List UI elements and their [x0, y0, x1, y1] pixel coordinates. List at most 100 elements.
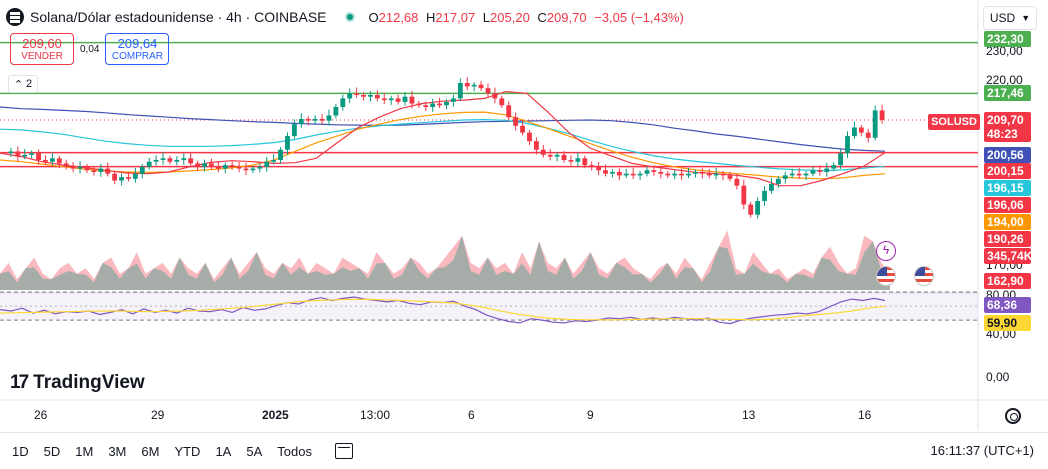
price-tag-low: 190,26	[984, 231, 1031, 247]
candle	[395, 98, 401, 102]
candle	[810, 170, 816, 174]
tradingview-mark-icon: 17	[10, 372, 29, 393]
time-tick: 2025	[262, 408, 289, 422]
candle	[852, 127, 857, 137]
symbol-tag: SOLUSD	[928, 114, 980, 130]
candle	[623, 173, 629, 176]
range-1a-button[interactable]: 1A	[215, 443, 232, 459]
symbol-title[interactable]: Solana/Dólar estadounidense · 4h · COINB…	[30, 9, 327, 25]
candle	[91, 170, 97, 172]
buy-button[interactable]: 209,64 COMPRAR	[105, 33, 170, 65]
rsi-value-tag: 68,36	[984, 297, 1031, 313]
gear-icon[interactable]	[1005, 408, 1021, 424]
candle	[354, 93, 360, 95]
range-6m-button[interactable]: 6M	[141, 443, 160, 459]
time-tick: 29	[151, 408, 165, 422]
time-tick: 9	[587, 408, 594, 422]
candle	[243, 168, 249, 171]
candle	[250, 168, 256, 171]
candle	[423, 105, 429, 107]
candle	[769, 183, 774, 191]
candle	[457, 83, 463, 99]
lightning-icon[interactable]: ϟ	[876, 241, 896, 261]
candle	[368, 95, 373, 97]
candle	[202, 163, 207, 167]
candle	[845, 136, 850, 154]
candle	[547, 154, 553, 157]
candle	[271, 160, 277, 162]
ma-long-line	[0, 106, 886, 152]
candle	[720, 173, 726, 176]
candle	[796, 173, 802, 176]
candle	[789, 173, 795, 176]
chevron-up-icon: ⌃	[13, 78, 24, 91]
range-ytd-button[interactable]: YTD	[174, 443, 201, 459]
trade-panel: 209,60 VENDER 0,04 209,64 COMPRAR	[10, 33, 170, 65]
range-1m-button[interactable]: 1M	[75, 443, 94, 459]
candle	[568, 160, 574, 162]
candle	[188, 158, 194, 164]
candle	[319, 118, 325, 121]
candle	[146, 161, 152, 167]
candle	[699, 171, 705, 174]
us-flag-event-icon[interactable]	[876, 266, 896, 286]
candle	[679, 173, 684, 176]
candle	[575, 158, 581, 162]
candle	[132, 173, 138, 179]
price-change: −3,05 (−1,43%)	[594, 9, 684, 25]
candle	[533, 141, 539, 150]
candle	[561, 154, 567, 160]
range-1d-button[interactable]: 1D	[12, 443, 29, 459]
candle	[520, 125, 525, 133]
ohlc-values: O212,68 H217,07 L205,20 C209,70 −3,05 (−…	[368, 9, 684, 25]
price-tag-line-support: 196,06	[984, 197, 1031, 213]
time-tick: 13:00	[360, 408, 391, 422]
candle	[56, 158, 62, 164]
tradingview-logo[interactable]: 17 TradingView	[10, 372, 145, 393]
clock[interactable]: 16:11:37 (UTC+1)	[930, 443, 1034, 458]
candle	[22, 154, 28, 157]
candle	[471, 84, 477, 87]
candle	[706, 173, 712, 176]
range-5a-button[interactable]: 5A	[246, 443, 263, 459]
sell-button[interactable]: 209,60 VENDER	[10, 33, 74, 65]
time-tick: 26	[34, 408, 48, 422]
time-tick: 13	[742, 408, 756, 422]
candle	[416, 103, 422, 106]
candle	[437, 103, 443, 106]
candle	[651, 170, 657, 172]
time-tick: 16	[858, 408, 872, 422]
price-chart[interactable]	[0, 0, 1048, 430]
candle	[478, 84, 484, 89]
range-3m-button[interactable]: 3M	[108, 443, 127, 459]
price-tick: 230,00	[986, 44, 1023, 58]
us-flag-event-icon[interactable]	[914, 266, 934, 286]
candle	[692, 171, 698, 174]
candle	[347, 93, 353, 99]
candle	[879, 110, 885, 120]
candle	[174, 160, 180, 162]
candle	[727, 175, 733, 179]
candle	[430, 103, 436, 107]
candle	[98, 168, 104, 172]
candle	[70, 166, 76, 169]
candle	[824, 168, 830, 172]
price-tag-ma-short: 194,00	[984, 214, 1031, 230]
solana-logo-icon	[6, 8, 24, 26]
candle	[119, 177, 124, 181]
candle	[43, 160, 48, 162]
candle	[582, 158, 588, 166]
candle	[374, 95, 380, 99]
range-all-button[interactable]: Todos	[277, 443, 312, 459]
candle	[637, 173, 643, 176]
candle	[409, 96, 415, 104]
indicators-toggle-button[interactable]: ⌃ 2	[8, 75, 38, 93]
range-5d-button[interactable]: 5D	[43, 443, 61, 459]
candle	[160, 158, 166, 160]
currency-select[interactable]: USD ▼	[983, 6, 1037, 30]
calendar-icon[interactable]	[334, 443, 353, 459]
spread-value: 0,04	[80, 43, 100, 55]
candle	[312, 118, 318, 121]
candle	[513, 117, 519, 126]
candle	[672, 173, 678, 176]
